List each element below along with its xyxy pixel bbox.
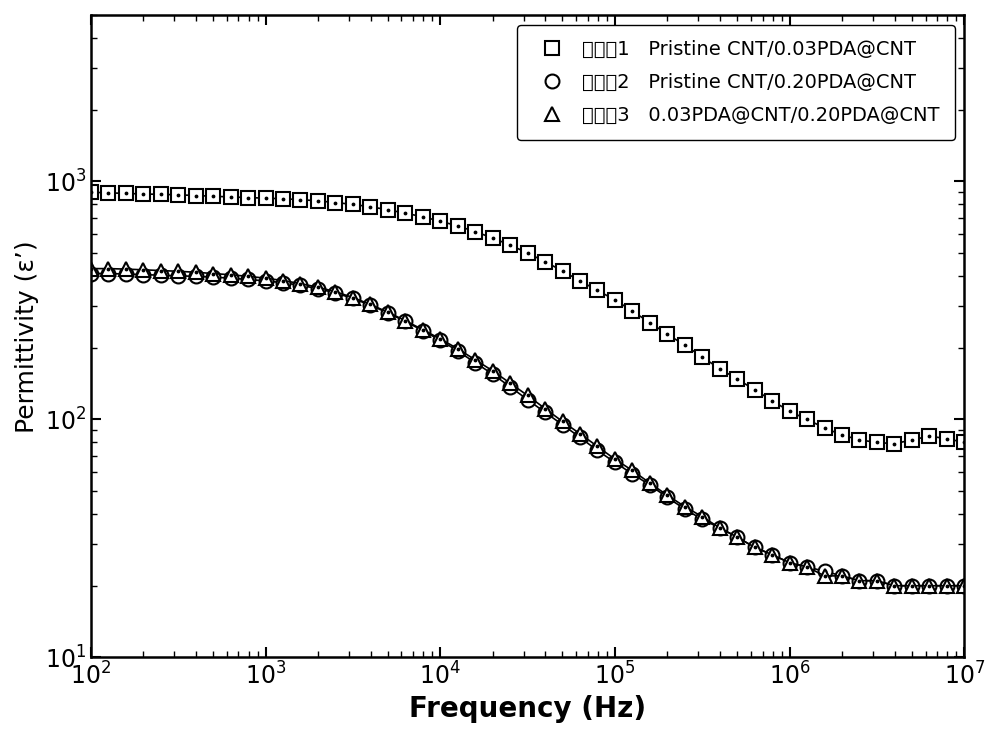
- Legend: 实施奡1   Pristine CNT/0.03PDA@CNT, 实施奢2   Pristine CNT/0.20PDA@CNT, 实施奣3   0.03PDA: 实施奡1 Pristine CNT/0.03PDA@CNT, 实施奢2 Pris…: [517, 24, 955, 140]
- X-axis label: Frequency (Hz): Frequency (Hz): [409, 695, 646, 723]
- Y-axis label: Permittivity (ε’): Permittivity (ε’): [15, 240, 39, 432]
